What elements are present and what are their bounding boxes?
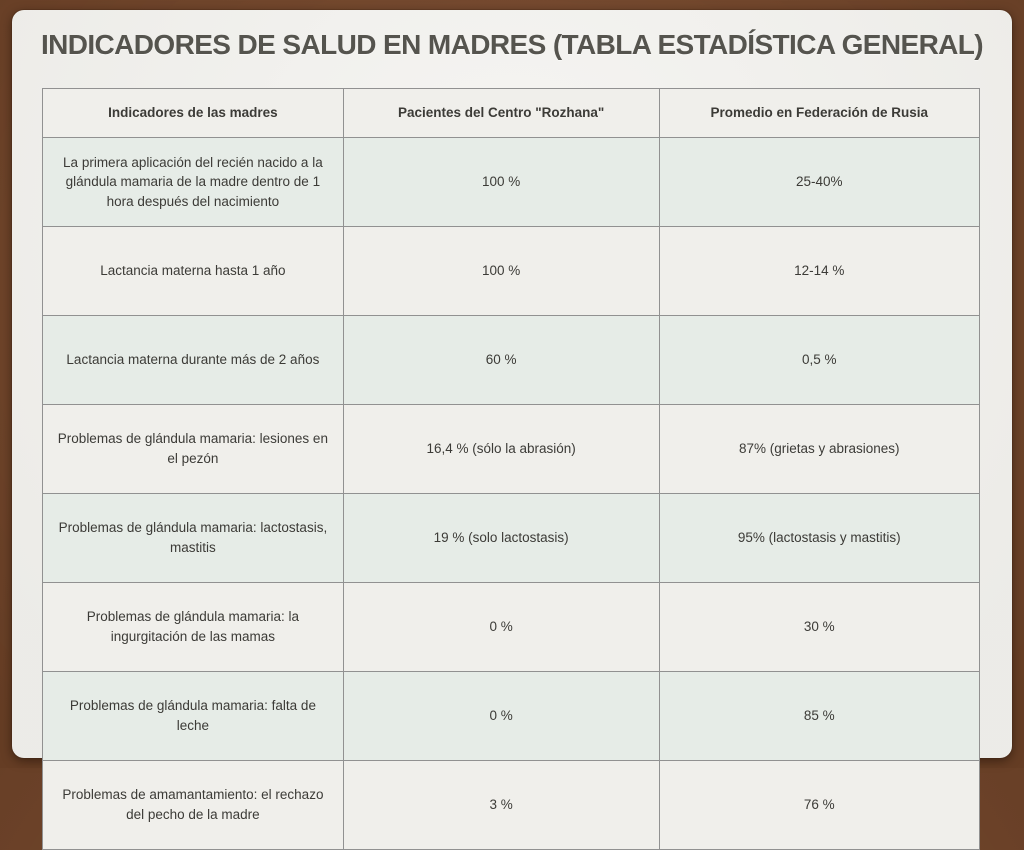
column-header-promedio: Promedio en Federación de Rusia bbox=[659, 89, 979, 138]
indicator-cell: Problemas de glándula mamaria: falta de … bbox=[43, 672, 344, 761]
center-value-cell: 3 % bbox=[343, 761, 659, 850]
average-value-cell: 95% (lactostasis y mastitis) bbox=[659, 494, 979, 583]
column-header-pacientes: Pacientes del Centro "Rozhana" bbox=[343, 89, 659, 138]
page-title: INDICADORES DE SALUD EN MADRES (TABLA ES… bbox=[32, 29, 992, 61]
average-value-cell: 0,5 % bbox=[659, 316, 979, 405]
table-row: Problemas de amamantamiento: el rechazo … bbox=[43, 761, 980, 850]
table-row: Problemas de glándula mamaria: falta de … bbox=[43, 672, 980, 761]
center-value-cell: 60 % bbox=[343, 316, 659, 405]
indicator-cell: Problemas de glándula mamaria: lactostas… bbox=[43, 494, 344, 583]
average-value-cell: 25-40% bbox=[659, 138, 979, 227]
center-value-cell: 0 % bbox=[343, 672, 659, 761]
center-value-cell: 0 % bbox=[343, 583, 659, 672]
table-row: Lactancia materna durante más de 2 años … bbox=[43, 316, 980, 405]
statistics-table: Indicadores de las madres Pacientes del … bbox=[42, 88, 980, 850]
center-value-cell: 100 % bbox=[343, 227, 659, 316]
indicator-cell: Problemas de glándula mamaria: la ingurg… bbox=[43, 583, 344, 672]
average-value-cell: 87% (grietas y abrasiones) bbox=[659, 405, 979, 494]
indicator-cell: Problemas de glándula mamaria: lesiones … bbox=[43, 405, 344, 494]
center-value-cell: 19 % (solo lactostasis) bbox=[343, 494, 659, 583]
table-row: Lactancia materna hasta 1 año 100 % 12-1… bbox=[43, 227, 980, 316]
indicator-cell: Lactancia materna hasta 1 año bbox=[43, 227, 344, 316]
table-header-row: Indicadores de las madres Pacientes del … bbox=[43, 89, 980, 138]
average-value-cell: 85 % bbox=[659, 672, 979, 761]
average-value-cell: 76 % bbox=[659, 761, 979, 850]
column-header-indicadores: Indicadores de las madres bbox=[43, 89, 344, 138]
indicator-cell: La primera aplicación del recién nacido … bbox=[43, 138, 344, 227]
slide-card: INDICADORES DE SALUD EN MADRES (TABLA ES… bbox=[12, 10, 1012, 758]
indicator-cell: Problemas de amamantamiento: el rechazo … bbox=[43, 761, 344, 850]
center-value-cell: 100 % bbox=[343, 138, 659, 227]
table-row: Problemas de glándula mamaria: la ingurg… bbox=[43, 583, 980, 672]
center-value-cell: 16,4 % (sólo la abrasión) bbox=[343, 405, 659, 494]
average-value-cell: 12-14 % bbox=[659, 227, 979, 316]
average-value-cell: 30 % bbox=[659, 583, 979, 672]
indicator-cell: Lactancia materna durante más de 2 años bbox=[43, 316, 344, 405]
table-row: La primera aplicación del recién nacido … bbox=[43, 138, 980, 227]
table-row: Problemas de glándula mamaria: lesiones … bbox=[43, 405, 980, 494]
table-row: Problemas de glándula mamaria: lactostas… bbox=[43, 494, 980, 583]
